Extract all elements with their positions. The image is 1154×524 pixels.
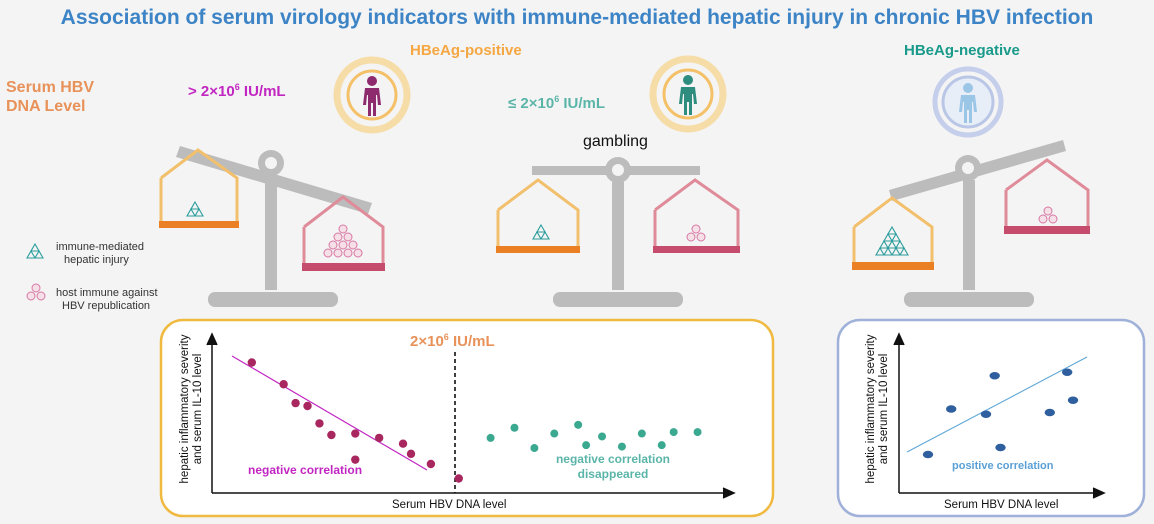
scatter-point-low-dna [669,428,678,437]
left-plot-points [247,358,702,483]
scatter-point-high-dna [291,398,300,408]
scatter-point-high-dna [247,358,256,367]
legend-blob-icon [26,283,46,301]
right-plot-axes [893,332,1106,499]
scatter-point-high-dna [426,459,436,469]
scatter-point-low-dna [598,432,607,441]
scatter-point-low-dna [486,433,495,442]
dna-level-threshold: 2×106 IU/mL [410,332,495,350]
scatter-point-high-dna [303,401,312,411]
gambling-label: gambling [583,133,648,150]
scatter-point-high-dna [327,430,336,440]
scatter-point-high-dna [374,433,384,443]
balance-scale-left [176,146,372,307]
correlation-disappeared-label: negative correlation disappeared [555,452,671,481]
scatter-point-negative [989,371,1000,380]
house-middle-host [653,178,740,253]
scatter-point-low-dna [574,420,583,429]
balance-scale-middle [532,157,700,307]
right-plot-xlabel: Serum HBV DNA level [944,499,1059,511]
person-icon-blue [932,66,1004,138]
house-left-injury [159,148,239,228]
scatter-point-low-dna [617,442,626,451]
group-label-hbeag-positive: HBeAg-positive [410,42,522,59]
scatter-point-high-dna [351,429,360,438]
house-left-host [302,195,385,271]
scatter-point-high-dna [406,449,416,459]
scatter-point-negative [995,443,1006,452]
scatter-point-negative [1062,368,1073,377]
negative-correlation-label: negative correlation [248,463,363,477]
scatter-point-high-dna [454,474,463,483]
scatter-point-high-dna [398,439,408,448]
negative-trend-line [231,355,428,471]
dna-level-low: ≤ 2×106 IU/mL [508,94,606,112]
scatter-point-high-dna [279,380,288,389]
scatter-point-high-dna [315,419,324,428]
scatter-point-negative [946,405,957,413]
plot-panel-positive [159,318,775,518]
scatter-point-low-dna [582,441,591,450]
figure-title: Association of serum virology indicators… [60,6,1094,29]
positive-correlation-label: positive correlation [952,460,1054,472]
scatter-point-low-dna [657,441,666,450]
house-right-injury [852,196,934,270]
person-icon-teal [649,55,727,133]
scatter-point-negative [1067,396,1079,405]
scatter-point-low-dna [637,429,646,438]
left-plot-ylabel: hepatic inflammatory severity and serum … [179,334,204,484]
right-plot-ylabel: hepatic inflammatory severity and serum … [865,334,890,484]
side-label-dna-level: Serum HBV DNA Level [6,79,95,115]
right-plot-points [922,368,1079,459]
scatter-point-low-dna [510,423,519,432]
legend-injury-label: immune-mediated hepatic injury [56,241,145,266]
scatter-point-low-dna [550,429,559,438]
house-right-host [1004,158,1090,234]
positive-trend-line [906,356,1088,453]
scatter-point-low-dna [530,444,539,453]
group-label-hbeag-negative: HBeAg-negative [904,42,1020,59]
legend-triangle-icon [26,243,44,259]
scatter-point-high-dna [351,455,360,464]
scatter-point-negative [1044,408,1056,417]
person-icon-magenta [333,56,411,134]
balance-scale-right [889,140,1066,307]
scatter-point-negative [922,450,934,459]
left-plot-axes [206,332,736,499]
legend-host-label: host immune against HBV republication [56,287,158,312]
dna-level-high: > 2×106 IU/mL [188,82,286,100]
scatter-point-negative [980,410,992,419]
scatter-point-low-dna [693,428,702,437]
left-plot-xlabel: Serum HBV DNA level [392,499,507,511]
house-middle-injury [496,178,580,253]
